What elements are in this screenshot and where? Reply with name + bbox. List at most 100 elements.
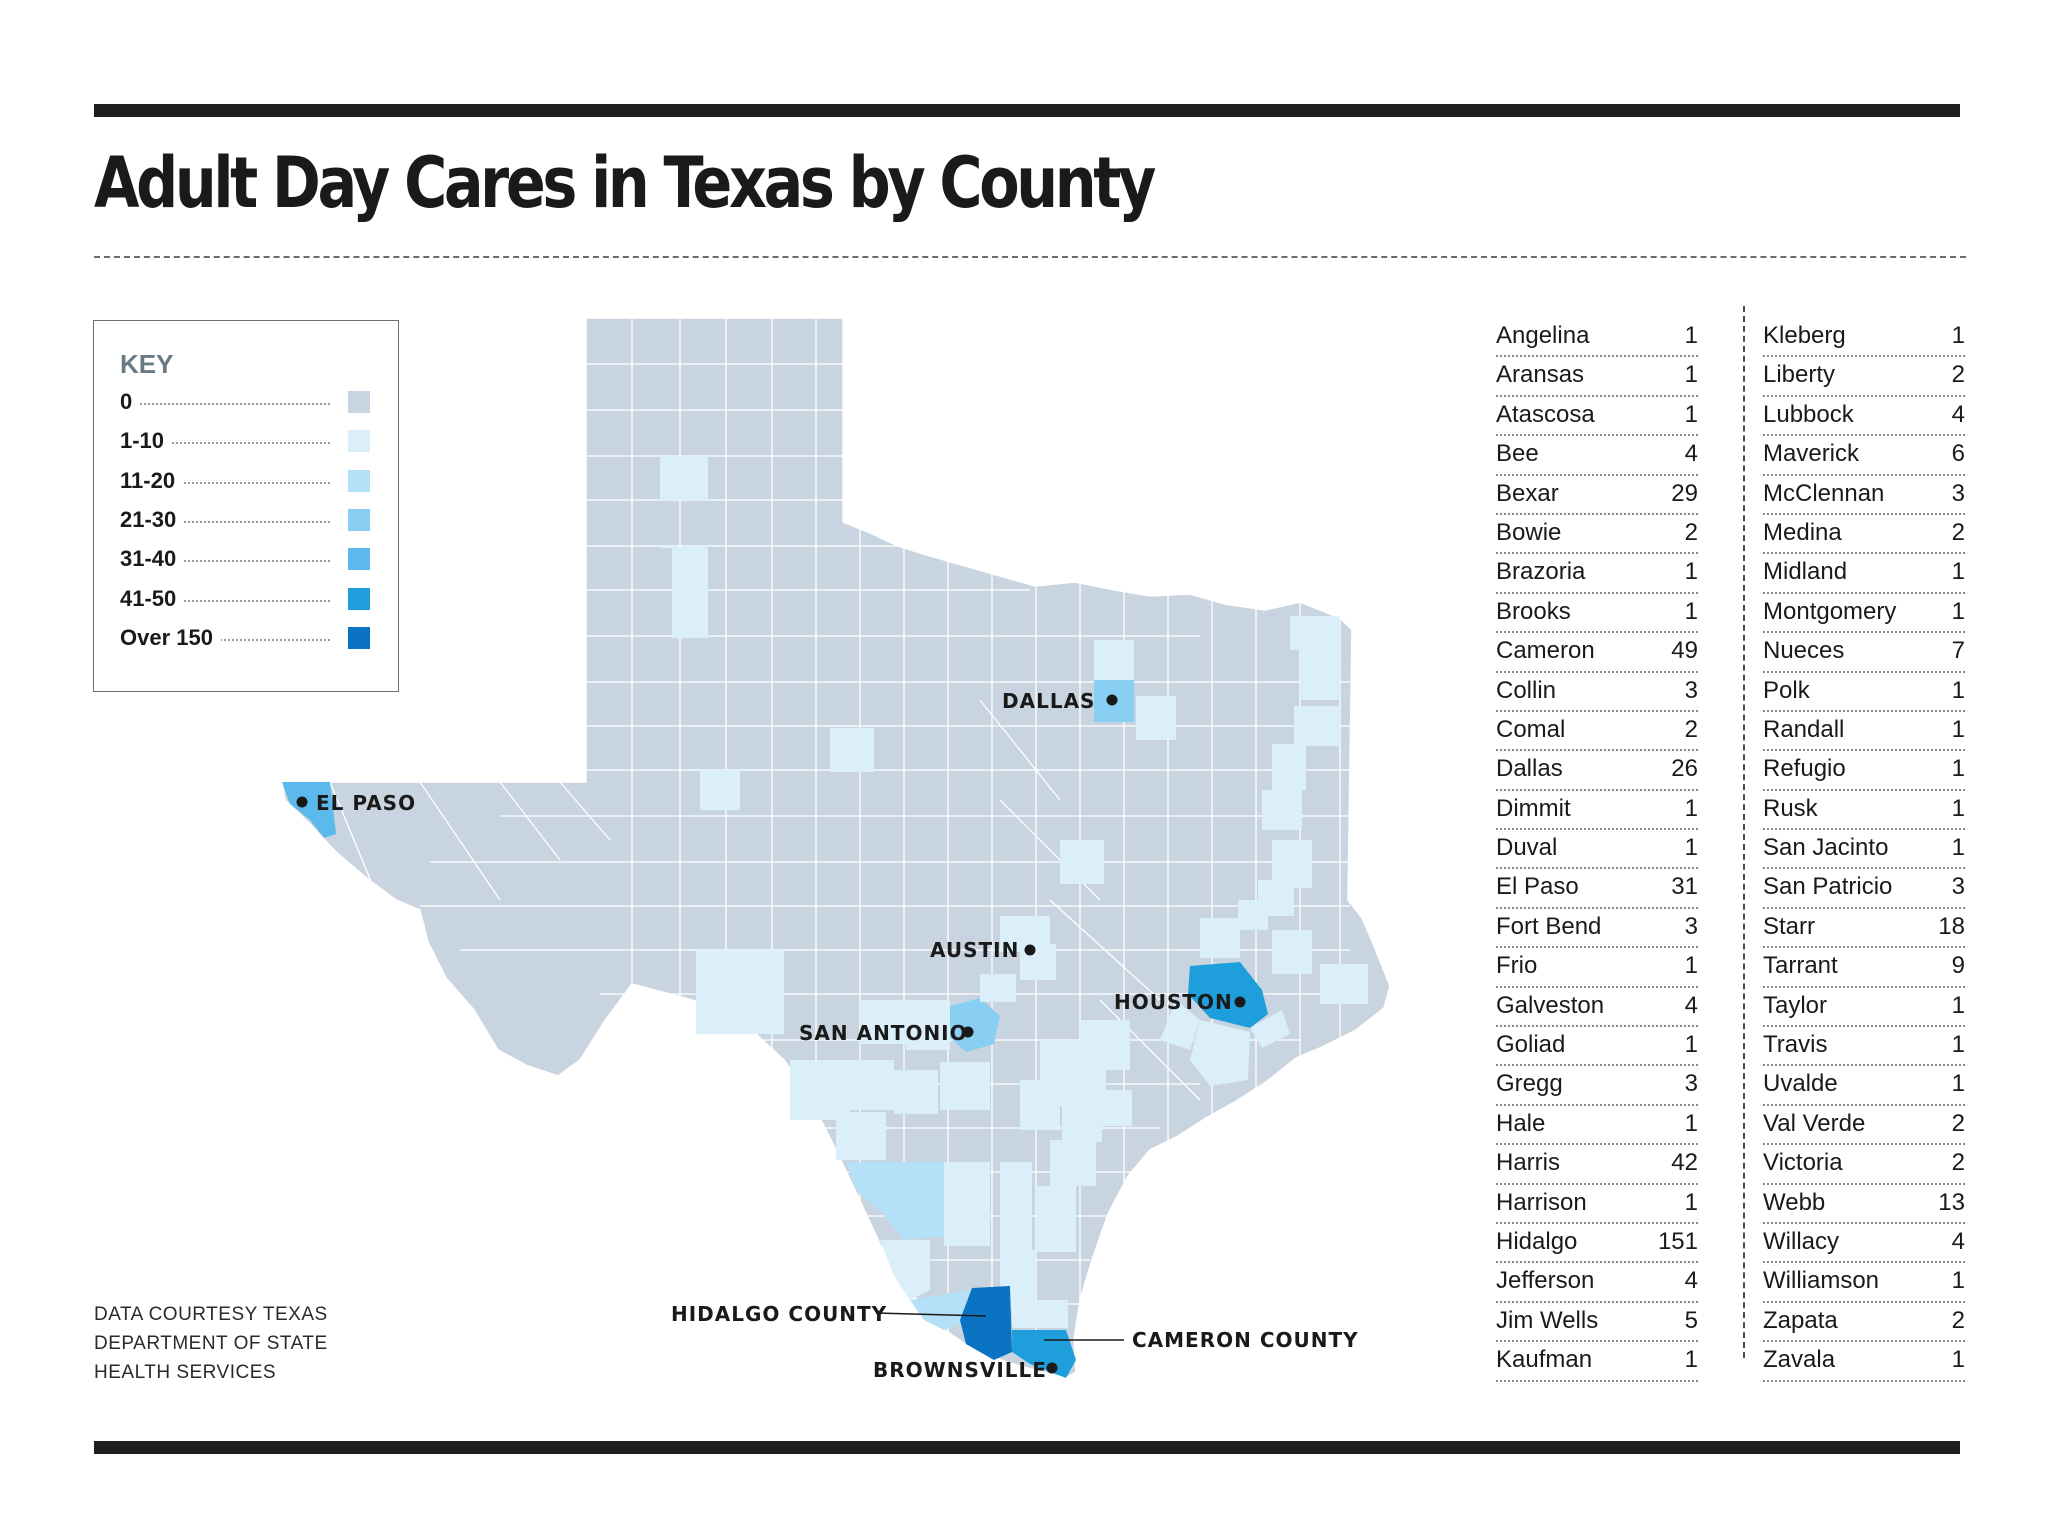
county-val-verde: [696, 950, 784, 1034]
county-name: Goliad: [1496, 1031, 1566, 1059]
county-row: Travis 1: [1763, 1027, 1965, 1067]
county-name: El Paso: [1496, 873, 1579, 901]
county-name: Zavala: [1763, 1346, 1836, 1374]
county-count: 151: [1657, 1227, 1698, 1255]
county-san-jacinto: [1238, 900, 1268, 930]
county-count: 4: [1684, 991, 1698, 1019]
county-count: 1: [1951, 1267, 1965, 1295]
key-label: 11-20: [120, 467, 184, 494]
county-name: Randall: [1763, 715, 1845, 743]
county-bowie: [1290, 616, 1340, 650]
county-row: Fort Bend 3: [1496, 909, 1698, 949]
county-table-column-1: Angelina 1 Aransas 1 Atascosa 1 Bee 4 Bexar 29 Bow…: [1496, 318, 1698, 1382]
key-label: 0: [120, 389, 141, 415]
county-count: 18: [1938, 912, 1965, 940]
county-name: Hidalgo: [1496, 1227, 1578, 1255]
county-row: Duval 1: [1496, 830, 1698, 870]
county-row: Starr 18: [1763, 909, 1965, 949]
county-row: Polk 1: [1763, 673, 1965, 712]
county-name: Aransas: [1496, 361, 1585, 389]
county-row: Jim Wells 5: [1496, 1303, 1698, 1343]
key-color-swatch: [348, 469, 370, 492]
county-name: Refugio: [1763, 755, 1846, 783]
county-row: Dimmit 1: [1496, 791, 1698, 831]
county-comal: [980, 974, 1016, 1002]
county-willacy: [1012, 1300, 1068, 1328]
county-liberty: [1272, 930, 1312, 974]
county-count: 4: [1684, 1267, 1698, 1295]
county-row: Harris 42: [1496, 1145, 1698, 1185]
county-count: 31: [1671, 873, 1698, 901]
column-divider: [1743, 306, 1745, 1358]
key-leader-dots: [120, 638, 330, 641]
county-row: Montgomery 1: [1763, 594, 1965, 634]
key-color-swatch: [348, 626, 370, 649]
city-markers: DALLAS EL PASO AUSTIN HOUSTON SAN ANTONI…: [296, 689, 1358, 1382]
top-rule: [94, 104, 1960, 117]
county-atascosa: [940, 1062, 990, 1110]
key-row: 41-50: [120, 585, 370, 612]
county-count: 4: [1684, 440, 1698, 468]
el-paso-label: EL PASO: [316, 791, 416, 815]
county-name: Lubbock: [1763, 400, 1854, 428]
county-row: Galveston 4: [1496, 988, 1698, 1028]
county-count: 4: [1951, 400, 1965, 428]
key-color-swatch: [348, 548, 370, 571]
key-leader-dots: [120, 560, 330, 563]
hidalgo-county-label: HIDALGO COUNTY: [671, 1302, 887, 1326]
county-starr: [910, 1290, 970, 1330]
county-galveston: [1250, 1010, 1290, 1048]
county-row: Goliad 1: [1496, 1027, 1698, 1067]
county-bee: [1020, 1080, 1060, 1130]
county-row: Midland 1: [1763, 554, 1965, 594]
county-dimmit: [836, 1112, 886, 1160]
key-row: 31-40: [120, 546, 370, 573]
county-count: 1: [1684, 1031, 1698, 1059]
county-row: Randall 1: [1763, 712, 1965, 752]
key-color-swatch: [348, 391, 370, 413]
texas-outline: [281, 317, 1391, 1379]
county-row: Kleberg 1: [1763, 318, 1965, 358]
title-divider: [94, 256, 1966, 258]
county-taylor: [830, 728, 874, 772]
county-count: 7: [1951, 637, 1965, 665]
county-name: Taylor: [1763, 991, 1828, 1019]
county-row: Harrison 1: [1496, 1185, 1698, 1224]
county-name: Bowie: [1496, 518, 1562, 546]
county-uvalde: [860, 1000, 906, 1044]
county-row: Zapata 2: [1763, 1303, 1965, 1343]
county-name: Dallas: [1496, 755, 1563, 783]
county-count: 3: [1951, 873, 1965, 901]
county-row: Gregg 3: [1496, 1066, 1698, 1106]
county-name: Medina: [1763, 518, 1842, 546]
county-jim-wells: [1000, 1162, 1032, 1252]
county-name: Willacy: [1763, 1227, 1839, 1255]
county-zapata: [880, 1240, 930, 1300]
county-name: Cameron: [1496, 637, 1595, 665]
county-count: 4: [1951, 1227, 1965, 1255]
county-count: 49: [1671, 637, 1698, 665]
county-name: Val Verde: [1763, 1109, 1866, 1137]
key-leader-dots: [120, 403, 330, 405]
county-count: 2: [1684, 518, 1698, 546]
county-medina: [906, 1000, 950, 1050]
county-count: 1: [1951, 597, 1965, 625]
county-randall: [660, 456, 708, 500]
county-name: Bee: [1496, 440, 1539, 468]
houston-label: HOUSTON: [1114, 990, 1233, 1014]
county-bexar: [946, 998, 1000, 1052]
county-name: San Patricio: [1763, 873, 1893, 901]
county-row: Tarrant 9: [1763, 948, 1965, 988]
county-montgomery: [1200, 918, 1240, 958]
county-midland: [700, 770, 740, 810]
data-source: DATA COURTESY TEXAS DEPARTMENT OF STATE …: [94, 1300, 328, 1387]
county-name: Webb: [1763, 1188, 1826, 1216]
county-row: Collin 3: [1496, 673, 1698, 712]
county-count: 26: [1671, 755, 1698, 783]
county-goliad: [1040, 1040, 1080, 1080]
county-brazoria: [1190, 1020, 1250, 1086]
austin-label: AUSTIN: [930, 938, 1019, 962]
brownsville-label: BROWNSVILLE: [873, 1358, 1047, 1382]
county-kaufman: [1136, 696, 1176, 740]
